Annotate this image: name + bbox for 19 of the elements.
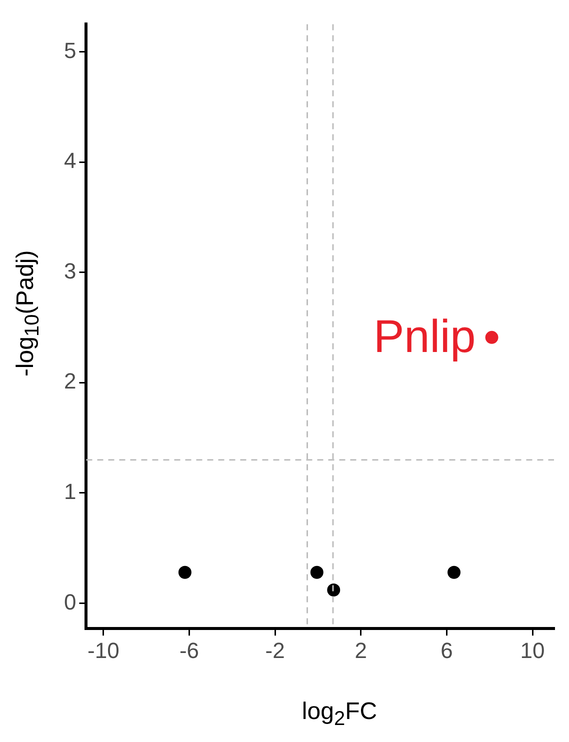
x-tick-label: 2 [354, 638, 368, 663]
y-tick-label: 1 [64, 479, 76, 504]
point [178, 566, 192, 579]
y-tick-label: 4 [64, 148, 76, 174]
y-tick-label: 5 [64, 38, 76, 63]
point [327, 584, 340, 596]
annotation: Pnlip [373, 310, 476, 362]
y-tick-label: 2 [64, 368, 76, 394]
x-tick-label: -6 [179, 638, 200, 663]
x-tick-label: -10 [88, 638, 120, 663]
point [485, 330, 498, 344]
point [310, 566, 324, 579]
y-tick-label: 0 [64, 589, 76, 614]
x-tick-label: 6 [440, 638, 453, 663]
x-tick-label: 10 [520, 638, 545, 663]
x-tick-label: -2 [265, 638, 285, 663]
y-tick-label: 3 [64, 258, 76, 284]
point [448, 566, 461, 579]
x-axis-title: log$_{2}$FC [300, 698, 378, 731]
